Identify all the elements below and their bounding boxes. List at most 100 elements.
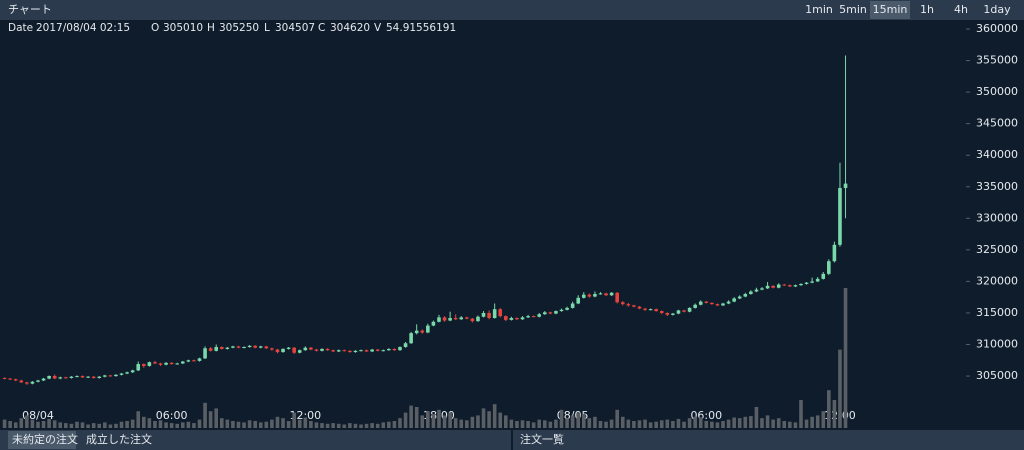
volume-bar xyxy=(119,421,124,428)
info-value: 305250 xyxy=(219,22,259,34)
candle-body xyxy=(119,373,124,375)
candle-body xyxy=(387,348,391,351)
candle-body xyxy=(509,318,514,320)
volume-bar xyxy=(175,423,180,428)
volume-bar xyxy=(643,419,647,428)
volume-bar xyxy=(476,415,480,428)
active-timeframe[interactable] xyxy=(870,1,910,19)
volume-bar xyxy=(459,419,464,428)
candle-body xyxy=(676,310,681,314)
volume-bar xyxy=(270,419,274,428)
candle-body xyxy=(604,293,608,296)
timeframe-button[interactable]: 1h xyxy=(920,3,934,16)
candle-body xyxy=(704,301,709,303)
candle-body xyxy=(30,381,35,384)
candle-body xyxy=(620,302,625,305)
timeframe-button[interactable]: 15min xyxy=(873,3,908,16)
volume-bar xyxy=(303,417,308,428)
candle-body xyxy=(242,347,246,349)
volume-bar xyxy=(526,421,530,428)
candle-body xyxy=(476,316,480,322)
volume-bar xyxy=(520,420,525,428)
active-tab[interactable] xyxy=(8,431,76,449)
candle-body xyxy=(442,317,447,321)
volume-bar xyxy=(515,421,519,428)
candle-body xyxy=(381,350,386,352)
candle-body xyxy=(498,309,503,317)
volume-bar xyxy=(442,415,447,428)
volume-bar xyxy=(632,421,636,428)
x-tick-label: 06:00 xyxy=(156,409,188,422)
timeframe-button[interactable]: 1min xyxy=(805,3,833,16)
volume-bar xyxy=(398,418,402,428)
volume-bar xyxy=(604,421,608,428)
y-tick-label: 310000 xyxy=(976,338,1018,351)
volume-bar xyxy=(804,419,809,428)
volume-bar xyxy=(342,424,347,428)
candle-body xyxy=(192,360,196,362)
volume-bar xyxy=(214,408,219,428)
candle-body xyxy=(448,318,452,321)
timeframes: 1min 5min 15min 1h 4h 1day xyxy=(805,1,1011,19)
volume-bar xyxy=(253,421,257,428)
x-tick-label: 12:00 xyxy=(289,409,321,422)
candle-body xyxy=(398,347,402,351)
candle-body xyxy=(286,347,291,349)
volume-bar xyxy=(420,415,425,428)
candle-body xyxy=(375,349,380,351)
volume-bar xyxy=(732,417,736,428)
timeframe-button[interactable]: 1day xyxy=(983,3,1011,16)
volume-bar xyxy=(487,411,491,428)
volume-bar xyxy=(348,423,352,428)
candle-body xyxy=(615,292,619,303)
volume-bar xyxy=(359,424,363,428)
info-label: C xyxy=(318,22,325,34)
candle-body xyxy=(565,307,569,310)
candle-body xyxy=(264,346,269,349)
candle-body xyxy=(41,378,46,381)
volume-bar xyxy=(542,420,547,428)
volume-bar xyxy=(821,411,826,428)
candle-body xyxy=(504,316,508,320)
y-tick-label: 340000 xyxy=(976,148,1018,161)
tab[interactable]: 注文一覧 xyxy=(520,432,564,446)
timeframe-button[interactable]: 4h xyxy=(954,3,968,16)
info-label: H xyxy=(207,22,215,34)
candle-body xyxy=(487,312,491,319)
candle-body xyxy=(403,343,408,348)
candle-body xyxy=(8,378,12,380)
candle-body xyxy=(654,309,658,312)
volume-bar xyxy=(97,423,102,428)
candle-body xyxy=(821,273,826,279)
candle-body xyxy=(637,306,642,309)
x-tick-label: 06:00 xyxy=(690,409,722,422)
candle-body xyxy=(598,293,603,295)
tab[interactable]: 未約定の注文 xyxy=(12,432,78,446)
volume-bar xyxy=(548,421,553,428)
volume-bar xyxy=(2,419,7,428)
volume-bar xyxy=(676,418,681,428)
volume-bar xyxy=(86,424,90,428)
timeframe-button[interactable]: 5min xyxy=(839,3,867,16)
volume-bar xyxy=(75,421,79,428)
candle-body xyxy=(570,303,575,308)
volume-bar xyxy=(760,418,764,428)
volume-bar xyxy=(69,423,74,428)
volume-bar xyxy=(693,416,697,428)
candle-body xyxy=(481,312,486,317)
volume-bar xyxy=(142,416,146,428)
volume-bar xyxy=(164,422,168,428)
volume-bar xyxy=(409,405,413,428)
tab[interactable]: 成立した注文 xyxy=(86,432,152,446)
candle-body xyxy=(108,375,113,377)
volume-bar xyxy=(754,407,759,428)
x-tick-label: 08/04 xyxy=(22,409,54,422)
candle-body xyxy=(782,284,787,286)
candle-body xyxy=(626,304,631,306)
candle-body xyxy=(459,317,464,320)
volume-bar xyxy=(810,416,814,428)
candle-body xyxy=(19,380,24,383)
volume-bar xyxy=(654,421,658,428)
y-tick-label: 320000 xyxy=(976,274,1018,287)
volume-bar xyxy=(275,416,280,428)
